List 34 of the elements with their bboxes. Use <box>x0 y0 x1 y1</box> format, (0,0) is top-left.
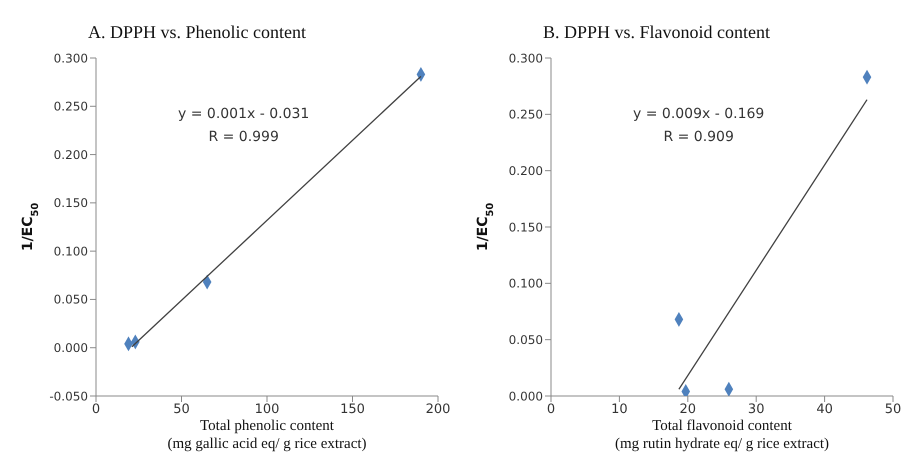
x-axis-title: Total phenolic content (mg gallic acid eq/ g rice extract) <box>167 418 367 452</box>
x-tick-label: 20 <box>680 402 696 418</box>
y-tick-label: 0.200 <box>54 148 88 162</box>
y-tick-label: 0.200 <box>508 164 543 178</box>
chart-title: A. DPPH vs. Phenolic content <box>88 22 306 43</box>
x-tick-label: 0 <box>546 402 556 418</box>
y-tick-label: 0.300 <box>54 51 88 66</box>
y-tick-label: -0.050 <box>49 389 88 404</box>
x-tick-label: 40 <box>816 402 833 418</box>
x-tick-label: 200 <box>426 402 450 418</box>
y-tick-label: 0.250 <box>54 100 88 114</box>
x-tick-label: 150 <box>340 402 365 418</box>
y-tick-label: 0.000 <box>54 340 88 355</box>
y-tick-label: 0.000 <box>508 389 543 404</box>
annotation: R = 0.999 <box>207 128 280 147</box>
y-tick-label: 0.100 <box>508 276 543 291</box>
x-tick-label: 100 <box>254 402 280 418</box>
annotation: y = 0.009x - 0.169 <box>633 105 764 124</box>
annotation: R = 0.909 <box>662 128 735 147</box>
x-tick-label: 50 <box>884 402 902 418</box>
y-tick-label: 0.050 <box>508 332 543 347</box>
chart-title: B. DPPH vs. Flavonoid content <box>543 22 770 43</box>
x-tick-label: 30 <box>748 402 764 418</box>
y-tick-label: 0.300 <box>508 51 543 66</box>
x-tick-label: 10 <box>611 402 628 418</box>
y-tick-label: 0.150 <box>54 196 88 210</box>
x-tick-label: 0 <box>92 402 100 418</box>
x-axis-title: Total flavonoid content (mg rutin hydrate eq/ g rice extract) <box>614 418 830 452</box>
y-tick-label: 0.100 <box>54 244 88 258</box>
annotation: y = 0.001x - 0.031 <box>178 105 310 124</box>
y-tick-label: 0.050 <box>54 292 88 307</box>
y-tick-label: 0.150 <box>508 220 543 234</box>
x-tick-label: 50 <box>173 402 190 418</box>
y-tick-label: 0.250 <box>508 108 543 122</box>
